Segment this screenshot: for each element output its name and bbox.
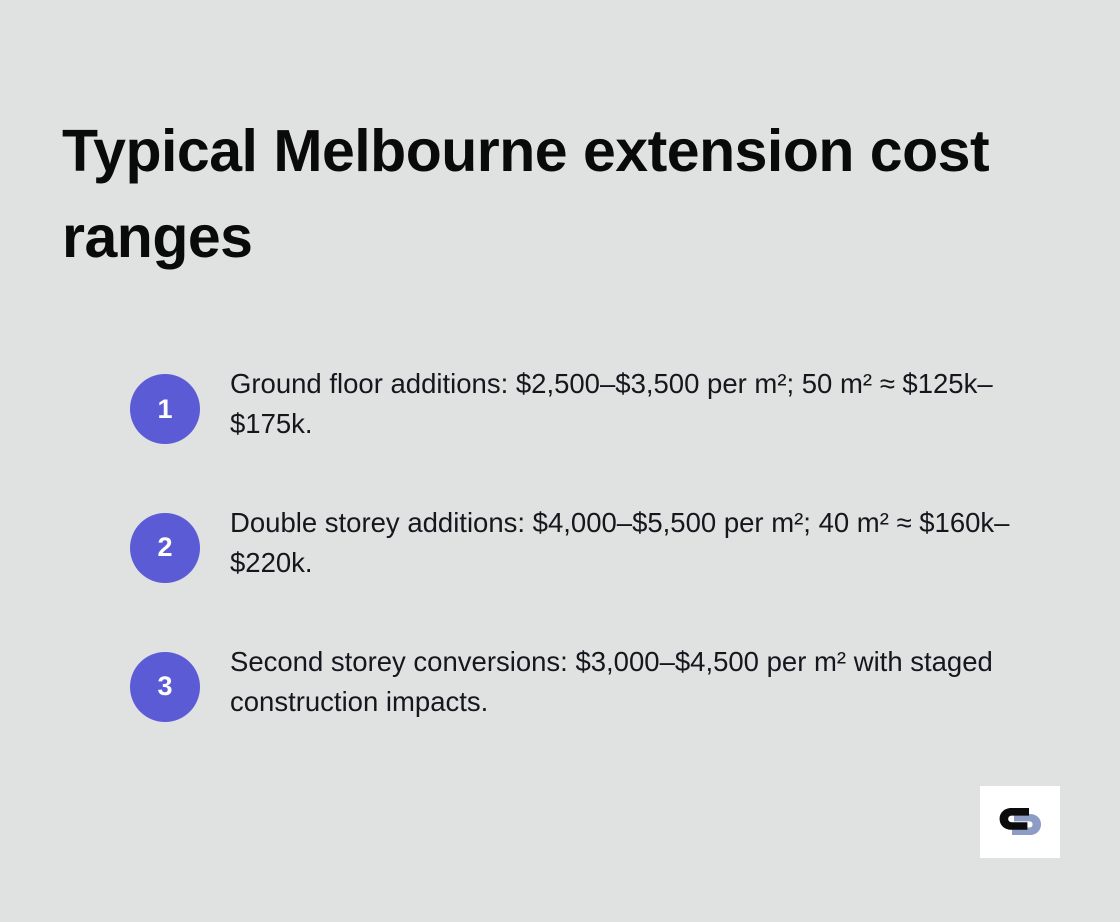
page-title: Typical Melbourne extension cost ranges bbox=[62, 118, 990, 271]
brand-logo-card bbox=[980, 786, 1060, 858]
list-item-number-badge: 2 bbox=[130, 512, 200, 583]
numbered-list: 1 Ground floor additions: $2,500–$3,500 … bbox=[130, 362, 1060, 723]
list-item: 1 Ground floor additions: $2,500–$3,500 … bbox=[130, 362, 1060, 445]
brand-logo-icon bbox=[999, 808, 1041, 835]
list-item-text: Ground floor additions: $2,500–$3,500 pe… bbox=[230, 368, 993, 440]
list-item-text: Second storey conversions: $3,000–$4,500… bbox=[230, 645, 993, 718]
list-item-text: Double storey additions: $4,000–$5,500 p… bbox=[230, 506, 1010, 579]
list-item-number-badge: 1 bbox=[130, 374, 200, 444]
list-item: 3 Second storey conversions: $3,000–$4,5… bbox=[130, 640, 1060, 723]
list-item: 2 Double storey additions: $4,000–$5,500… bbox=[130, 501, 1060, 584]
list-item-number-badge: 3 bbox=[130, 651, 200, 722]
